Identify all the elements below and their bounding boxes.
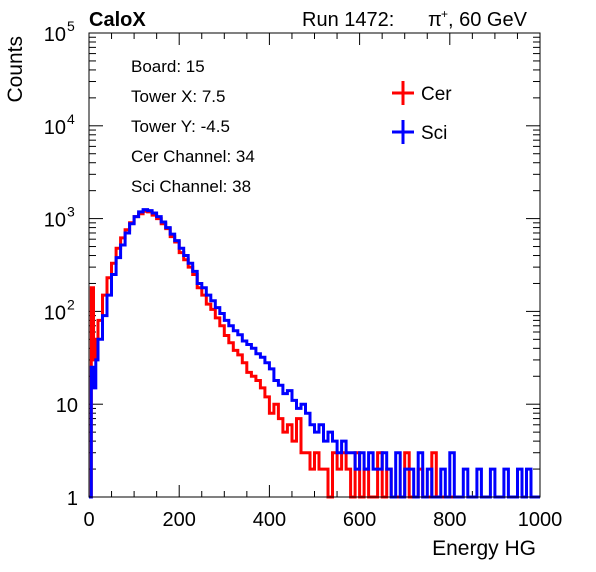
legend-label: Cer [421,84,452,105]
info-line: Board: 15 [131,57,205,76]
info-line: Cer Channel: 34 [131,147,255,166]
y-tick-label: 10 [44,302,66,324]
experiment-label: CaloX [89,9,146,31]
x-tick-label: 0 [83,509,94,531]
energy-label: , 60 GeV [448,9,528,31]
x-tick-label: 600 [343,509,376,531]
y-axis-label: Counts [4,36,27,103]
y-tick-exponent: 2 [67,296,75,312]
x-tick-label: 200 [163,509,196,531]
y-tick-label: 10 [44,24,66,46]
y-tick-label: 10 [44,210,66,232]
particle-label: π [428,9,442,31]
legend-label: Sci [421,123,447,144]
y-tick-exponent: 5 [67,18,75,34]
series-group [89,208,540,499]
y-tick-exponent: 4 [67,111,75,127]
info-line: Tower Y: -4.5 [131,117,230,136]
x-axis-label: Energy HG [432,537,536,560]
info-line: Tower X: 7.5 [131,87,226,106]
y-tick-exponent: 3 [67,204,75,220]
x-tick-label: 400 [253,509,286,531]
run-label: Run 1472: [302,9,394,31]
particle-charge-label: + [441,7,448,21]
x-tick-label: 800 [433,509,466,531]
info-line: Sci Channel: 38 [131,177,251,196]
series-line-sci [89,208,540,499]
legend: Cer Sci [392,81,452,144]
plot-border [88,32,541,498]
y-tick-label: 1 [67,488,78,510]
y-tick-label: 10 [56,395,78,417]
plot-frame [88,32,541,498]
y-tick-label: 10 [44,117,66,139]
x-tick-label: 1000 [518,509,563,531]
info-box: Board: 15 Tower X: 7.5 Tower Y: -4.5 Cer Ch… [131,57,255,196]
